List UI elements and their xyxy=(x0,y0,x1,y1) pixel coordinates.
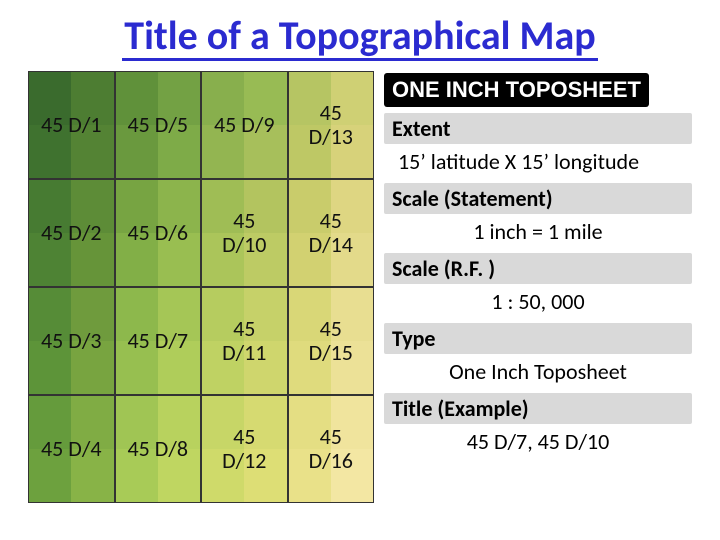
extent-label: Extent xyxy=(384,113,692,144)
grid-cell: 45D/12 xyxy=(201,395,288,503)
content-row: 45 D/145 D/545 D/945D/1345 D/245 D/645D/… xyxy=(28,71,692,503)
grid-cell: 45 D/4 xyxy=(28,395,115,503)
grid-cell: 45 D/7 xyxy=(115,287,202,395)
scale-statement-label: Scale (Statement) xyxy=(384,183,692,214)
type-value: One Inch Toposheet xyxy=(384,354,692,387)
grid-cell: 45D/14 xyxy=(288,179,375,287)
toposheet-header: ONE INCH TOPOSHEET xyxy=(384,73,649,107)
grid-cell: 45 D/1 xyxy=(28,71,115,179)
scale-rf-label: Scale (R.F. ) xyxy=(384,253,692,284)
extent-value: 15’ latitude X 15’ longitude xyxy=(384,144,692,177)
type-label: Type xyxy=(384,323,692,354)
info-panel: ONE INCH TOPOSHEET Extent 15’ latitude X… xyxy=(384,71,692,503)
title-wrap: Title of a Topographical Map xyxy=(28,14,692,61)
map-grid-panel: 45 D/145 D/545 D/945D/1345 D/245 D/645D/… xyxy=(28,71,374,503)
grid-cell: 45 D/5 xyxy=(115,71,202,179)
grid-cell: 45 D/9 xyxy=(201,71,288,179)
grid-cell: 45 D/3 xyxy=(28,287,115,395)
scale-rf-value: 1 : 50, 000 xyxy=(384,284,692,317)
grid-cell: 45D/11 xyxy=(201,287,288,395)
grid-cell: 45 D/6 xyxy=(115,179,202,287)
grid-cell: 45D/15 xyxy=(288,287,375,395)
map-grid: 45 D/145 D/545 D/945D/1345 D/245 D/645D/… xyxy=(28,71,374,503)
grid-cell: 45D/16 xyxy=(288,395,375,503)
grid-cell: 45 D/2 xyxy=(28,179,115,287)
slide: Title of a Topographical Map 45 D/145 D/… xyxy=(0,0,720,540)
grid-cell: 45 D/8 xyxy=(115,395,202,503)
grid-cell: 45D/10 xyxy=(201,179,288,287)
title-example-label: Title (Example) xyxy=(384,393,692,424)
scale-statement-value: 1 inch = 1 mile xyxy=(384,214,692,247)
title-example-value: 45 D/7, 45 D/10 xyxy=(384,424,692,457)
grid-cell: 45D/13 xyxy=(288,71,375,179)
page-title: Title of a Topographical Map xyxy=(122,14,597,61)
